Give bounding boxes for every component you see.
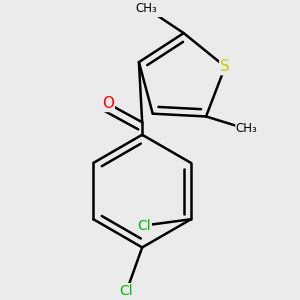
Text: CH₃: CH₃ [236, 122, 258, 136]
Text: CH₃: CH₃ [135, 2, 157, 14]
Text: O: O [102, 96, 114, 111]
Text: Cl: Cl [137, 218, 151, 233]
Text: S: S [220, 59, 230, 74]
Text: Cl: Cl [120, 284, 133, 298]
